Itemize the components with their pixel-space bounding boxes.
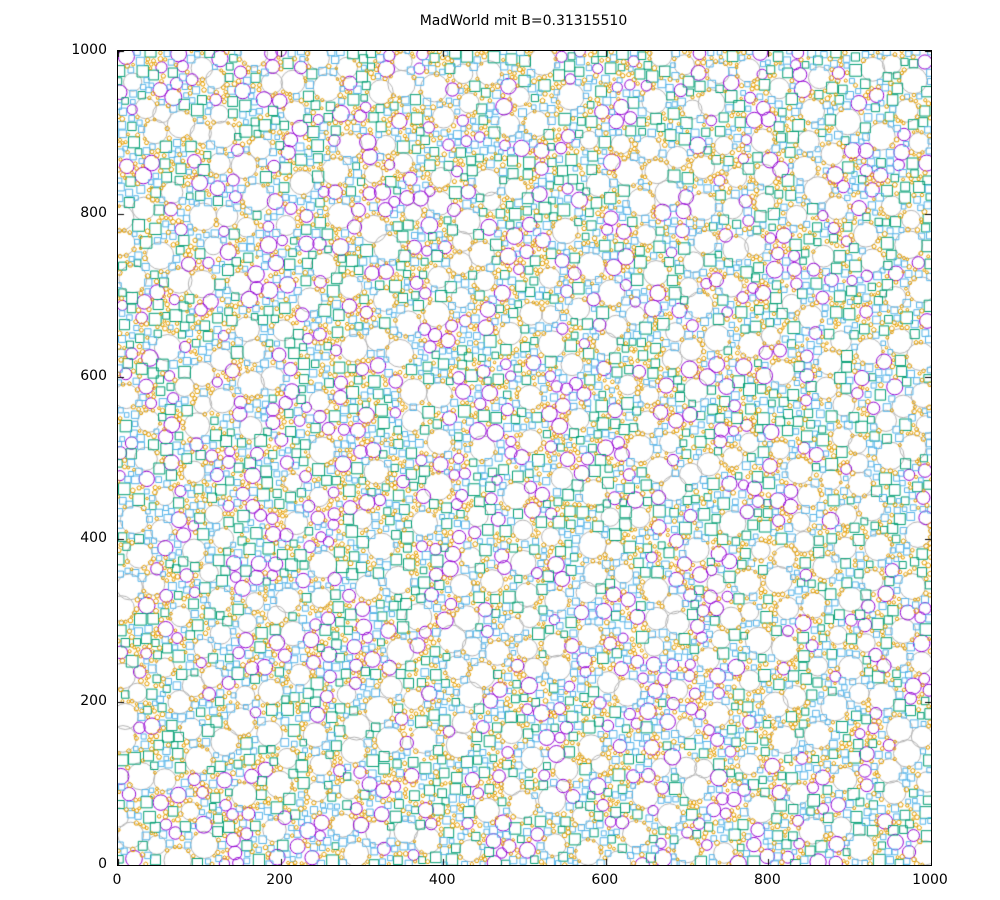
y-tick-label: 1000 [71,42,107,58]
x-tick-label: 400 [428,872,456,888]
x-tick-label: 800 [754,872,781,888]
y-tick-label: 800 [80,204,107,221]
chart-title: MadWorld mit B=0.31315510 [419,13,628,29]
plot-canvas [118,51,931,865]
plot-area [117,50,932,866]
y-tick-label: 0 [98,856,107,872]
x-tick-label: 1000 [912,872,948,888]
y-tick-label: 600 [80,367,107,384]
y-tick-label: 400 [80,530,107,547]
y-tick-label: 200 [80,693,107,710]
x-tick-label: 200 [266,872,293,888]
x-tick-label: 600 [591,872,619,888]
x-tick-label: 0 [112,872,122,888]
